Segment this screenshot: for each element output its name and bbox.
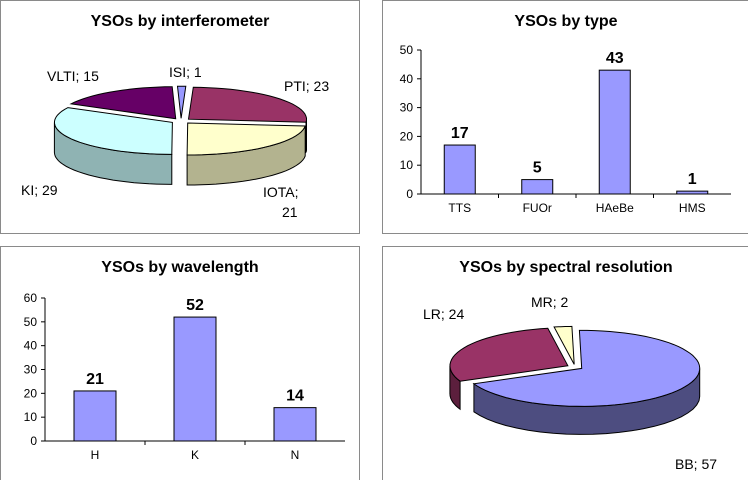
chart-title: YSOs by interferometer xyxy=(90,13,270,30)
y-tick-label: 40 xyxy=(24,339,38,353)
slice-label-vlti: VLTI; 15 xyxy=(47,68,99,84)
y-tick-label: 10 xyxy=(400,158,414,172)
bar-hms xyxy=(676,190,709,195)
bar-value-label: 14 xyxy=(286,388,304,405)
y-tick-label: 20 xyxy=(24,386,38,400)
pie-slice-mr xyxy=(553,325,575,365)
chart-title: YSOs by type xyxy=(514,13,618,30)
pie-slice-isi xyxy=(176,85,187,119)
pie-side-pti xyxy=(305,119,307,154)
bar-fuor xyxy=(521,179,554,195)
pie-slice-vlti xyxy=(69,86,177,120)
x-tick-label: TTS xyxy=(448,201,471,215)
wavelength-chart-panel: YSOs by wavelength 0 10 20 30 40 50 60 21 H 52 K 14… xyxy=(0,246,360,480)
pie-slice-bb xyxy=(472,329,701,407)
bar-tts xyxy=(443,144,476,195)
slice-label-ki: KI; 29 xyxy=(21,182,58,198)
slice-label-iota-value: 21 xyxy=(282,204,298,220)
interferometer-pie-chart: ISI; 1 PTI; 23 IOTA; 21 KI; 29 VLTI; 15 xyxy=(21,64,329,220)
bar-value-label: 52 xyxy=(186,297,204,314)
y-tick-label: 0 xyxy=(406,187,413,201)
y-tick-label: 50 xyxy=(400,43,414,57)
y-tick-label: 20 xyxy=(400,129,414,143)
bar-k xyxy=(173,316,217,442)
y-tick-label: 40 xyxy=(400,72,414,86)
bar-value-label: 21 xyxy=(86,371,104,388)
bar-value-label: 5 xyxy=(533,160,542,177)
y-tick-label: 30 xyxy=(400,101,414,115)
x-tick-label: HMS xyxy=(679,201,706,215)
bar-value-label: 1 xyxy=(688,171,697,188)
y-tick-label: 10 xyxy=(24,410,38,424)
slice-label-bb: BB; 57 xyxy=(675,456,717,472)
x-tick-label: H xyxy=(91,448,100,462)
interferometer-chart-panel: YSOs by interferometer ISI; 1 PTI; 23 IOTA… xyxy=(0,0,360,234)
slice-label-isi: ISI; 1 xyxy=(169,64,202,80)
slice-label-lr: LR; 24 xyxy=(423,306,464,322)
y-tick-label: 60 xyxy=(24,291,38,305)
pie-slice-pti xyxy=(187,86,307,123)
y-tick-label: 30 xyxy=(24,363,38,377)
bar-value-label: 43 xyxy=(606,50,624,67)
bar-value-label: 17 xyxy=(451,125,469,142)
pie-slice-ki xyxy=(54,107,173,155)
type-bar-chart: 0 10 20 30 40 50 17 TTS 5 FUOr 43 HAeBe 1 HMS xyxy=(400,43,731,215)
x-tick-label: FUOr xyxy=(523,201,552,215)
y-tick-label: 50 xyxy=(24,315,38,329)
spectral-resolution-pie-chart: BB; 57 LR; 24 MR; 2 xyxy=(423,294,717,472)
slice-label-pti: PTI; 23 xyxy=(284,78,329,94)
wavelength-bar-chart: 0 10 20 30 40 50 60 21 H 52 K 14 N xyxy=(24,291,345,462)
chart-title: YSOs by wavelength xyxy=(101,259,259,276)
slice-label-mr: MR; 2 xyxy=(531,294,569,310)
x-tick-label: K xyxy=(191,448,199,462)
x-tick-label: HAeBe xyxy=(596,201,634,215)
chart-title: YSOs by spectral resolution xyxy=(459,259,673,276)
x-tick-label: N xyxy=(291,448,300,462)
type-chart-panel: YSOs by type 0 10 20 30 40 50 17 TTS 5 FUOr 43 HAeB… xyxy=(382,0,748,234)
bar-h xyxy=(73,390,117,442)
pie-slice-iota xyxy=(186,122,306,156)
pie-slice-lr xyxy=(449,327,569,382)
y-tick-label: 0 xyxy=(30,434,37,448)
spectral-resolution-chart-panel: YSOs by spectral resolution BB; 57 LR; 24… xyxy=(382,246,748,480)
bar-n xyxy=(273,407,317,442)
bar-haebe xyxy=(598,69,631,195)
slice-label-iota: IOTA; xyxy=(263,184,299,200)
